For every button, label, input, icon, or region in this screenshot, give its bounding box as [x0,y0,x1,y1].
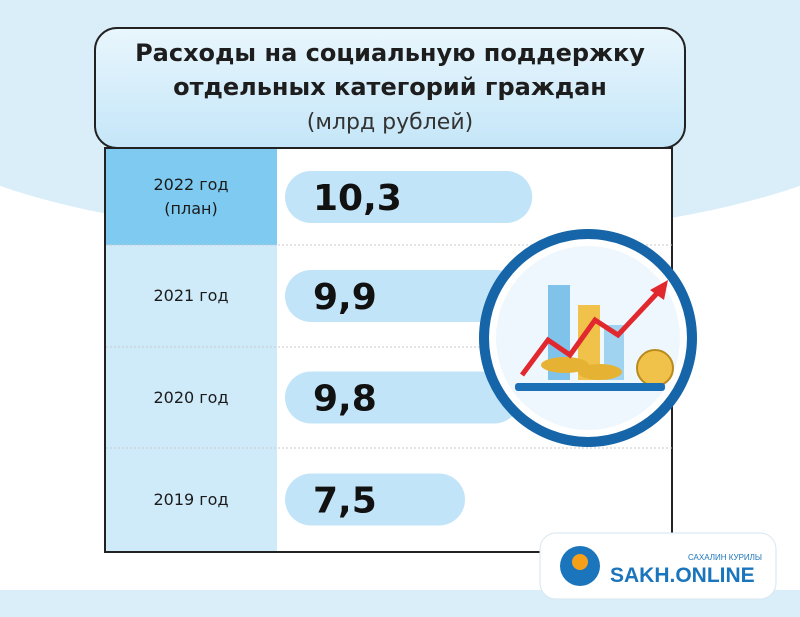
value-label: 9,8 [313,379,377,420]
bar [285,473,465,526]
logo-name: SAKH.ONLINE [610,564,755,587]
title-box [94,27,686,149]
logo-tagline: САХАЛИН КУРИЛЫ [688,553,762,562]
category-text: 2021 год [153,286,229,305]
chart-title: Расходы на социальную поддержку отдельны… [135,39,645,101]
logo-box [539,532,777,600]
cell-bg [106,149,277,245]
category-label: 2020 год [105,347,277,448]
category-label: 2019 год [105,448,277,551]
illustration [479,229,697,447]
value-label: 7,5 [313,481,377,522]
logo-icon [572,554,588,570]
bar [285,270,523,322]
category-text: 2022 год (план) [153,175,229,218]
category-text: 2020 год [153,387,229,407]
bars: 10,3 9,9 9,8 7,5 [285,171,533,526]
category-text: 2019 год [153,489,229,509]
value-label: 10,3 [313,178,402,219]
cell-bg [106,245,277,551]
category-label: 2022 год (план) [105,149,277,245]
bar [285,171,533,223]
bar [285,371,521,424]
chart-subtitle: (млрд рублей) [306,110,474,135]
value-label: 9,9 [313,277,377,318]
category-label: 2021 год [105,245,277,347]
